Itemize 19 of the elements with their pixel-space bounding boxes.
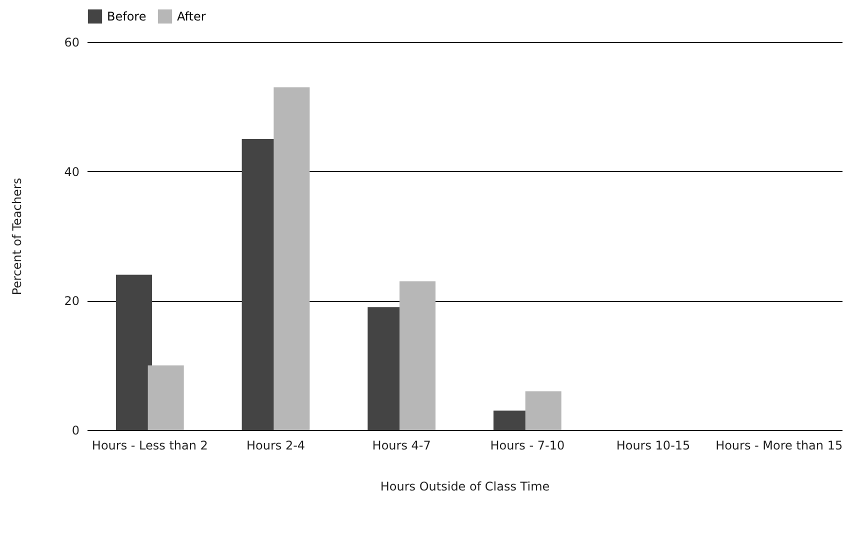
bar xyxy=(148,365,184,430)
bar xyxy=(116,274,152,430)
y-tick-label: 40 xyxy=(64,164,80,179)
y-tick-label: 0 xyxy=(72,424,80,438)
x-tick-label: Hours 4-7 xyxy=(372,438,431,452)
y-tick-label: 60 xyxy=(64,36,80,50)
bar xyxy=(400,281,436,430)
legend-label: After xyxy=(177,9,206,24)
x-tick-label: Hours - 7-10 xyxy=(490,438,565,452)
y-tick-label: 20 xyxy=(64,294,80,308)
y-axis-title: Percent of Teachers xyxy=(10,178,24,296)
x-tick-label: Hours 10-15 xyxy=(616,438,690,452)
x-axis-title: Hours Outside of Class Time xyxy=(380,480,550,494)
x-tick-label: Hours - Less than 2 xyxy=(92,438,208,452)
x-tick-label: Hours 2-4 xyxy=(246,438,306,452)
x-tick-label: Hours - More than 15 xyxy=(716,438,843,452)
bar xyxy=(525,391,562,430)
bar xyxy=(274,87,310,430)
legend-label: Before xyxy=(107,9,146,24)
